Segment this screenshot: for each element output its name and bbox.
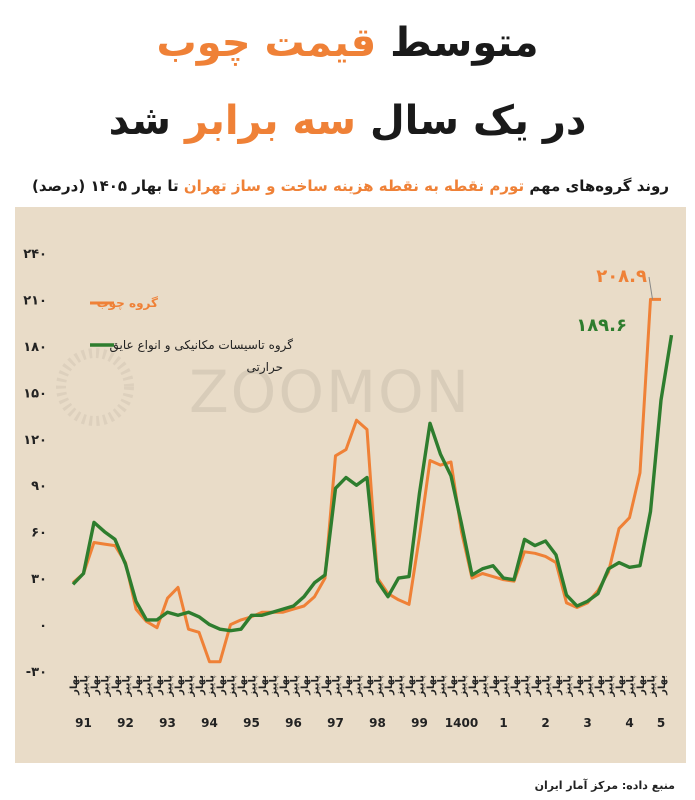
- source-note: منبع داده: مرکز آمار ایران: [534, 779, 675, 792]
- x-tick-label: پاییز: [164, 675, 175, 698]
- x-tick-label: پاییز: [227, 675, 238, 698]
- legend-label-wood: گروه چوب: [97, 296, 158, 311]
- x-tick-label: بهار: [279, 675, 290, 696]
- x-tick-label: پاییز: [416, 675, 427, 698]
- x-tick-label: پاییز: [269, 675, 280, 698]
- year-label: 1400: [445, 716, 478, 730]
- x-tick-label: بهار: [636, 675, 647, 696]
- x-tick-label: بهار: [573, 675, 584, 696]
- x-tick-label: بهار: [552, 675, 563, 696]
- y-tick-label: ۱۲۰: [23, 433, 47, 448]
- y-tick-label: ۲۱۰: [23, 293, 47, 308]
- x-tick-label: بهار: [300, 675, 311, 696]
- year-label: 92: [117, 716, 134, 730]
- x-tick-label: بهار: [426, 675, 437, 696]
- y-tick-label: ۹۰: [31, 479, 47, 494]
- y-tick-label: ۰: [39, 619, 47, 634]
- x-tick-label: بهار: [363, 675, 374, 696]
- x-tick-label: پاییز: [122, 675, 133, 698]
- x-tick-label: پاییز: [353, 675, 364, 698]
- x-tick-label: پاییز: [521, 675, 532, 698]
- year-label: 94: [201, 716, 218, 730]
- x-tick-label: بهار: [657, 675, 668, 696]
- series-line-wood: [72, 297, 661, 664]
- x-tick-label: بهار: [111, 675, 122, 696]
- year-label: 95: [243, 716, 260, 730]
- x-tick-label: پاییز: [479, 675, 490, 698]
- leader-line-wood: [648, 276, 653, 300]
- legend-label-mech: گروه تاسیسات مکانیکی و انواع عایق: [110, 338, 294, 353]
- x-tick-label: بهار: [321, 675, 332, 696]
- x-tick-label: پاییز: [584, 675, 595, 698]
- x-tick-label: پاییز: [437, 675, 448, 698]
- x-tick-label: بهار: [531, 675, 542, 696]
- year-label: 99: [411, 716, 428, 730]
- x-tick-label: بهار: [468, 675, 479, 696]
- year-label: 97: [327, 716, 344, 730]
- x-tick-label: پاییز: [248, 675, 259, 698]
- x-tick-label: بهار: [258, 675, 269, 696]
- year-label: 5: [657, 716, 665, 730]
- x-tick-label: پاییز: [605, 675, 616, 698]
- year-label: 96: [285, 716, 302, 730]
- x-tick-label: پاییز: [458, 675, 469, 698]
- x-tick-label: بهار: [216, 675, 227, 696]
- y-tick-label: -۳۰: [26, 665, 47, 680]
- x-tick-label: پاییز: [647, 675, 658, 698]
- title-line-2: در یک سال سه برابر شد: [108, 98, 587, 144]
- x-tick-label: پاییز: [563, 675, 574, 698]
- year-label: 98: [369, 716, 386, 730]
- x-tick-label: بهار: [132, 675, 143, 696]
- x-tick-label: بهار: [153, 675, 164, 696]
- x-tick-label: بهار: [405, 675, 416, 696]
- x-tick-label: پاییز: [185, 675, 196, 698]
- x-tick-label: پاییز: [395, 675, 406, 698]
- year-label: 2: [541, 716, 549, 730]
- x-tick-label: بهار: [594, 675, 605, 696]
- y-tick-label: ۱۵۰: [23, 386, 47, 401]
- x-tick-label: بهار: [69, 675, 80, 696]
- x-tick-label: بهار: [447, 675, 458, 696]
- x-tick-label: پاییز: [143, 675, 154, 698]
- y-tick-label: ۶۰: [31, 526, 47, 541]
- legend-label-mech-line2: حرارتی: [246, 360, 283, 375]
- x-tick-label: پاییز: [332, 675, 343, 698]
- x-tick-label: بهار: [384, 675, 395, 696]
- x-tick-label: پاییز: [500, 675, 511, 698]
- x-tick-label: بهار: [174, 675, 185, 696]
- title-line-1: متوسط قیمت چوب: [156, 20, 539, 66]
- y-tick-label: ۲۴۰: [23, 247, 47, 262]
- x-tick-label: پاییز: [206, 675, 217, 698]
- x-tick-label: بهار: [90, 675, 101, 696]
- y-tick-label: ۳۰: [31, 572, 47, 587]
- x-tick-label: پاییز: [374, 675, 385, 698]
- year-label: 93: [159, 716, 176, 730]
- chart-subtitle: روند گروه‌های مهم تورم نقطه به نقطه هزین…: [32, 177, 669, 195]
- end-label-wood: ۲۰۸.۹: [596, 266, 647, 287]
- x-tick-label: پاییز: [311, 675, 322, 698]
- year-label: 3: [583, 716, 591, 730]
- x-tick-label: پاییز: [101, 675, 112, 698]
- x-tick-label: پاییز: [626, 675, 637, 698]
- x-tick-label: پاییز: [290, 675, 301, 698]
- chart-panel: ZOOMON -۳۰ ۰ ۳۰ ۶۰ ۹۰ ۱۲۰ ۱۵۰ ۱۸۰ ۲۱۰ ۲۴۰ بهار پاییز…: [15, 207, 686, 763]
- series-line-mech: [71, 334, 674, 633]
- watermark-logo: [56, 348, 134, 426]
- x-tick-label: پاییز: [80, 675, 91, 698]
- year-label: 4: [625, 716, 633, 730]
- x-tick-label: بهار: [489, 675, 500, 696]
- end-label-mech: ۱۸۹.۶: [576, 315, 627, 336]
- year-label: 1: [499, 716, 507, 730]
- year-label: 91: [75, 716, 92, 730]
- x-tick-label: بهار: [195, 675, 206, 696]
- x-tick-label: پاییز: [542, 675, 553, 698]
- x-tick-label: بهار: [342, 675, 353, 696]
- x-tick-label: بهار: [237, 675, 248, 696]
- watermark-text: ZOOMON: [189, 358, 471, 426]
- x-tick-label: بهار: [510, 675, 521, 696]
- x-tick-label: بهار: [615, 675, 626, 696]
- y-tick-label: ۱۸۰: [23, 340, 47, 355]
